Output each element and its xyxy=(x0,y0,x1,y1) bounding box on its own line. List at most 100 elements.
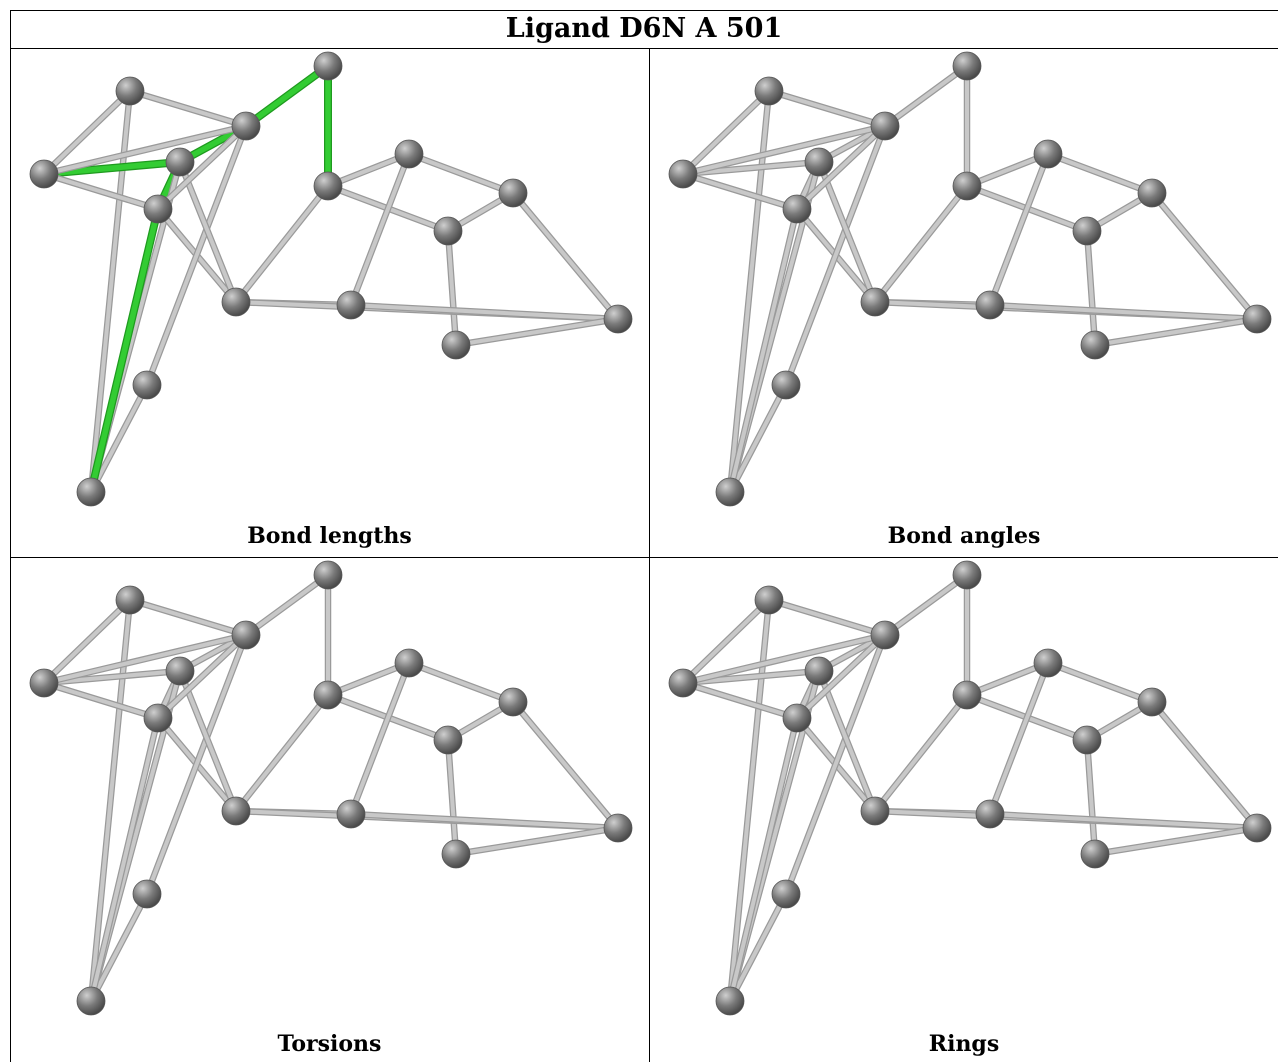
bond xyxy=(883,573,969,637)
caption-torsions: Torsions xyxy=(277,1031,382,1057)
bond xyxy=(681,124,887,176)
bond xyxy=(784,633,887,896)
table-title: Ligand D6N A 501 xyxy=(505,13,783,44)
atom xyxy=(132,370,162,400)
bond xyxy=(988,661,1050,816)
atom xyxy=(143,703,173,733)
bond xyxy=(728,207,799,494)
bond xyxy=(873,693,969,813)
bond xyxy=(817,669,877,813)
highlighted-bond xyxy=(88,206,161,495)
bond xyxy=(728,716,799,1003)
atom xyxy=(115,585,145,615)
bond xyxy=(407,661,515,704)
atom xyxy=(1072,725,1102,755)
bond xyxy=(446,738,458,856)
bond xyxy=(1093,826,1259,856)
atom xyxy=(221,796,251,826)
atom xyxy=(313,171,343,201)
atom xyxy=(782,194,812,224)
bond xyxy=(1150,700,1259,830)
atom xyxy=(1072,216,1102,246)
bond xyxy=(1046,152,1154,195)
column-divider xyxy=(649,48,650,1062)
bond xyxy=(156,633,248,720)
atom xyxy=(715,477,745,507)
bond xyxy=(511,700,620,830)
molecule-diagram-rings xyxy=(668,560,1272,1016)
atom xyxy=(221,287,251,317)
atom xyxy=(394,139,424,169)
bond xyxy=(681,633,887,685)
atom xyxy=(668,159,698,189)
bond xyxy=(965,152,1050,188)
atom xyxy=(165,656,195,686)
bond xyxy=(681,172,799,211)
bond xyxy=(728,383,788,494)
atom xyxy=(771,879,801,909)
bond xyxy=(128,89,248,128)
highlighted-bond xyxy=(41,159,183,177)
caption-bond-lengths: Bond lengths xyxy=(247,523,412,549)
bond xyxy=(883,64,969,128)
atom xyxy=(1080,839,1110,869)
bond xyxy=(326,152,411,188)
row-divider xyxy=(10,557,1278,558)
panel-bond-angles: Bond angles xyxy=(650,49,1278,557)
bond xyxy=(1046,661,1154,704)
atom xyxy=(1033,139,1063,169)
atom xyxy=(76,477,106,507)
bond xyxy=(1093,317,1259,347)
atom xyxy=(870,620,900,650)
bond xyxy=(326,661,411,697)
atom xyxy=(804,656,834,686)
atom xyxy=(975,290,1005,320)
bond xyxy=(511,191,620,321)
atom xyxy=(313,51,343,81)
bond xyxy=(1085,229,1097,347)
molecule-diagram-torsions xyxy=(29,560,633,1016)
bond xyxy=(89,716,160,1003)
atom xyxy=(441,330,471,360)
panel-bond-lengths: Bond lengths xyxy=(11,49,648,557)
atom xyxy=(975,799,1005,829)
bond xyxy=(349,812,620,830)
caption-bond-angles: Bond angles xyxy=(887,523,1041,549)
bond xyxy=(817,160,877,304)
bond xyxy=(795,633,887,720)
atom xyxy=(231,620,261,650)
molecule-diagram-bond-lengths xyxy=(29,51,633,507)
atom xyxy=(860,796,890,826)
atom xyxy=(1242,304,1272,334)
atom xyxy=(952,560,982,590)
bond xyxy=(988,152,1050,307)
bond xyxy=(988,303,1259,321)
bond xyxy=(407,152,515,195)
atom xyxy=(498,687,528,717)
bond xyxy=(446,229,458,347)
atom xyxy=(1137,178,1167,208)
bond xyxy=(42,669,182,685)
bond xyxy=(178,160,238,304)
bond xyxy=(681,681,799,720)
bond xyxy=(965,661,1050,697)
bond xyxy=(454,826,620,856)
bond xyxy=(988,812,1259,830)
bond xyxy=(681,598,771,685)
atom xyxy=(143,194,173,224)
atom xyxy=(29,159,59,189)
bond xyxy=(156,124,248,211)
atom xyxy=(433,216,463,246)
atom xyxy=(394,648,424,678)
atom xyxy=(870,111,900,141)
bond xyxy=(42,124,248,176)
bond xyxy=(145,633,248,896)
bond xyxy=(244,573,330,637)
panel-torsions: Torsions xyxy=(11,558,648,1062)
atom xyxy=(165,147,195,177)
atom xyxy=(603,304,633,334)
bond xyxy=(42,172,160,211)
bond xyxy=(795,124,887,211)
molecule-diagram-bond-angles xyxy=(668,51,1272,507)
atom xyxy=(1033,648,1063,678)
